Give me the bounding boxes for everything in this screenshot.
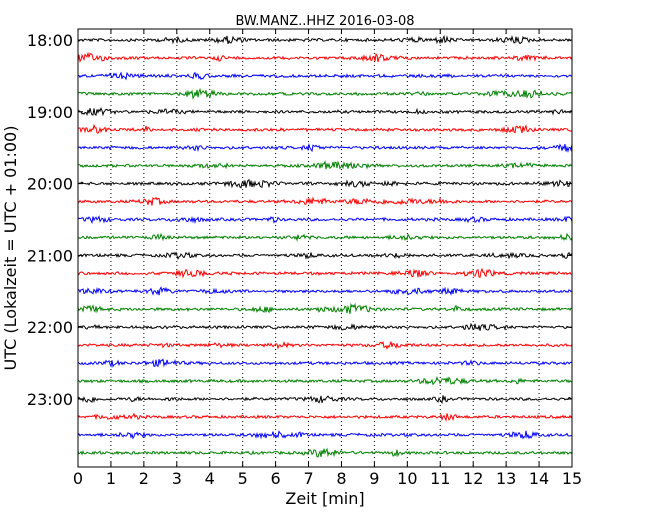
y-axis-label: UTC (Lokalzeit = UTC + 01:00)	[1, 126, 20, 371]
x-tick-label: 13	[496, 469, 516, 488]
trace-2000	[77, 179, 573, 189]
x-axis-ticks: 0 1 2 3 4 5 6 7 8 9 10 11 12 13 14 15	[73, 29, 582, 488]
x-tick-label: 12	[463, 469, 483, 488]
grid-lines	[110, 29, 540, 467]
y-tick-label: 18:00	[27, 31, 73, 50]
y-tick-label: 21:00	[27, 246, 73, 265]
x-tick-label: 15	[562, 469, 582, 488]
trace-1915	[77, 123, 573, 134]
x-tick-label: 9	[369, 469, 379, 488]
trace-1900	[77, 106, 573, 117]
x-tick-label: 1	[106, 469, 116, 488]
trace-2045	[77, 232, 573, 242]
trace-1815	[77, 51, 573, 63]
x-tick-label: 6	[271, 469, 281, 488]
trace-1800	[77, 34, 573, 45]
plot-frame	[77, 28, 573, 468]
x-tick-label: 7	[303, 469, 313, 488]
trace-2230	[77, 358, 573, 368]
trace-2030	[77, 215, 573, 225]
x-tick-label: 14	[529, 469, 549, 488]
x-tick-label: 8	[336, 469, 346, 488]
x-tick-label: 10	[397, 469, 417, 488]
y-axis-ticks: 18:00 19:00 20:00 21:00 22:00 23:00	[27, 31, 572, 409]
trace-2330	[77, 430, 573, 440]
x-tick-label: 4	[205, 469, 215, 488]
trace-2115	[77, 267, 573, 279]
x-tick-label: 11	[430, 469, 450, 488]
trace-2215	[77, 340, 573, 351]
x-tick-label: 0	[73, 469, 83, 488]
trace-2145	[77, 302, 573, 314]
trace-2245	[77, 376, 573, 386]
trace-2100	[77, 251, 573, 261]
trace-2130	[77, 286, 573, 296]
y-tick-label: 20:00	[27, 175, 73, 194]
trace-1830	[77, 71, 573, 81]
trace-1930	[77, 142, 573, 153]
y-tick-label: 19:00	[27, 103, 73, 122]
y-tick-label: 23:00	[27, 390, 73, 409]
trace-2015	[77, 196, 573, 206]
y-tick-label: 22:00	[27, 318, 73, 337]
trace-2315	[77, 412, 573, 422]
trace-2300	[77, 395, 573, 405]
chart-title: BW.MANZ..HHZ 2016-03-08	[235, 14, 414, 29]
x-tick-label: 3	[172, 469, 182, 488]
trace-2345	[77, 447, 573, 458]
x-tick-label: 2	[139, 469, 149, 488]
x-axis-label: Zeit [min]	[285, 489, 364, 508]
seismic-traces	[77, 34, 573, 458]
trace-2200	[77, 322, 573, 331]
trace-1945	[77, 160, 573, 170]
x-tick-label: 5	[238, 469, 248, 488]
trace-1845	[77, 87, 573, 100]
